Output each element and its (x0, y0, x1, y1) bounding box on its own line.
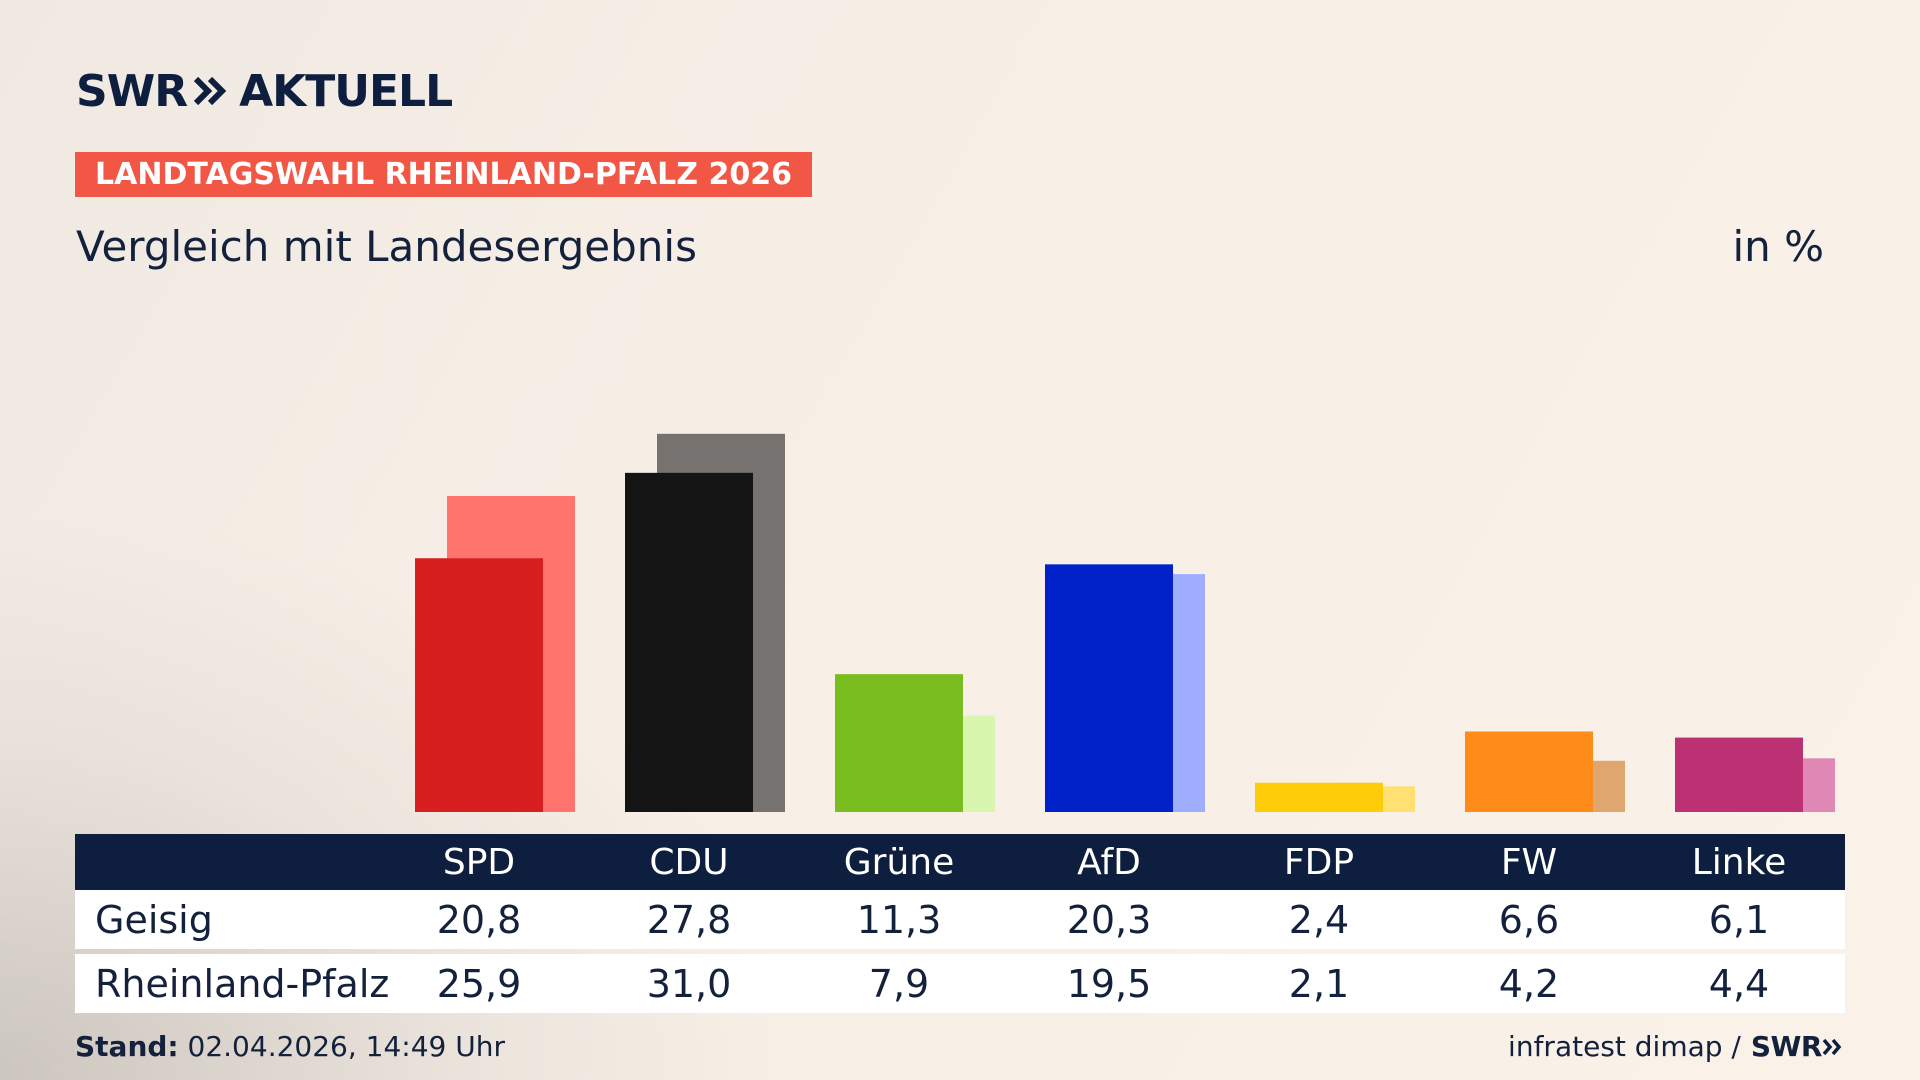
column-header-fdp: FDP (1283, 841, 1355, 883)
swr-aktuell-logo: SWR AKTUELL (76, 65, 453, 117)
row-label: Rheinland-Pfalz (95, 961, 390, 1006)
table-row: Rheinland-Pfalz 25,9 31,0 7,9 19,5 2,1 4,2 4,4 (75, 954, 1845, 1013)
value-cell: 6,6 (1498, 897, 1560, 942)
column-header-fw: FW (1500, 841, 1558, 883)
double-chevron-icon (1822, 1038, 1842, 1055)
brand-label: SWR (76, 65, 188, 117)
bar-grüne-geisig (835, 674, 963, 812)
table-header-row: SPD CDU Grüne AfD FDP FW Linke (75, 834, 1845, 890)
bar-chart (415, 433, 1835, 812)
column-header-linke: Linke (1691, 841, 1787, 883)
bar-fw-geisig (1465, 731, 1593, 812)
value-cell: 20,3 (1066, 897, 1152, 942)
bar-cdu-geisig (625, 472, 753, 812)
column-header-cdu: CDU (649, 841, 729, 883)
bar-spd-geisig (415, 558, 543, 812)
brand-suffix-label: AKTUELL (239, 65, 453, 117)
bar-afd-geisig (1045, 564, 1173, 812)
value-cell: 31,0 (646, 961, 732, 1006)
column-header-spd: SPD (442, 841, 516, 883)
row-label: Geisig (95, 897, 213, 942)
value-cell: 27,8 (646, 897, 732, 942)
value-cell: 7,9 (868, 961, 930, 1006)
column-header-afd: AfD (1077, 841, 1141, 883)
election-badge: LANDTAGSWAHL RHEINLAND-PFALZ 2026 (75, 152, 812, 197)
bar-fdp-geisig (1255, 782, 1383, 812)
results-table: SPD CDU Grüne AfD FDP FW Linke Geisig 20,8 27,8… (75, 834, 1845, 1013)
source-info: infratest dimap / SWR (1508, 1030, 1844, 1063)
value-cell: 2,1 (1288, 961, 1350, 1006)
bar-linke-geisig (1675, 737, 1803, 812)
source-label: infratest dimap / (1508, 1030, 1741, 1063)
stand-label: Stand: (75, 1030, 179, 1063)
value-cell: 4,2 (1498, 961, 1560, 1006)
stand-info: Stand: 02.04.2026, 14:49 Uhr (75, 1030, 505, 1063)
column-header-grüne: Grüne (843, 841, 955, 883)
unit-label: in % (1732, 222, 1824, 271)
source-brand: SWR (1750, 1030, 1823, 1063)
value-cell: 2,4 (1288, 897, 1350, 942)
value-cell: 4,4 (1708, 961, 1770, 1006)
stand-value: 02.04.2026, 14:49 Uhr (187, 1030, 505, 1063)
value-cell: 6,1 (1708, 897, 1770, 942)
value-cell: 11,3 (856, 897, 942, 942)
table-row: Geisig 20,8 27,8 11,3 20,3 2,4 6,6 6,1 (75, 890, 1845, 949)
value-cell: 20,8 (436, 897, 522, 942)
value-cell: 19,5 (1066, 961, 1152, 1006)
double-chevron-icon (193, 74, 227, 108)
value-cell: 25,9 (436, 961, 522, 1006)
chart-subtitle: Vergleich mit Landesergebnis (76, 222, 697, 271)
